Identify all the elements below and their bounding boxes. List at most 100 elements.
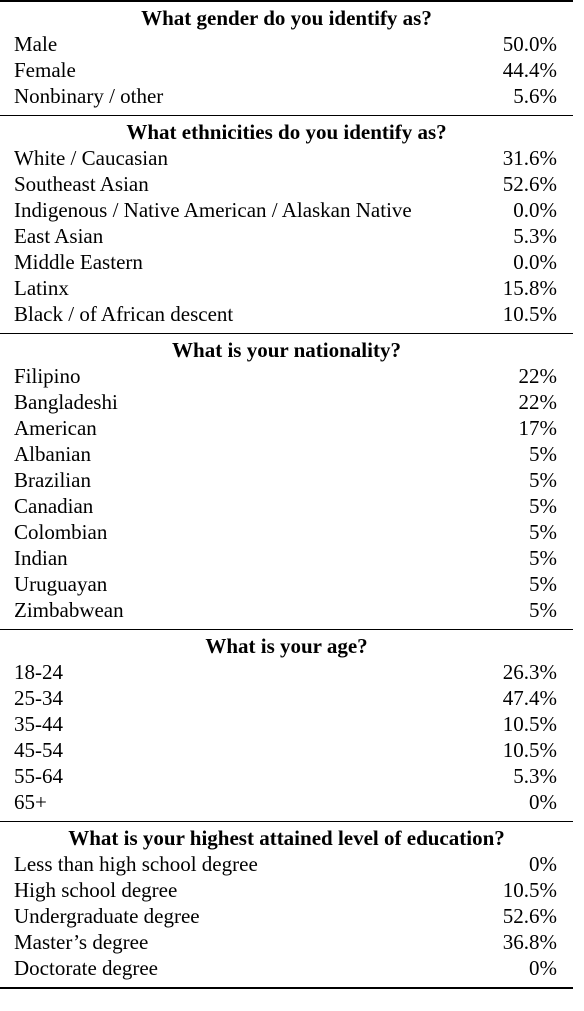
answer-label: Undergraduate degree: [14, 904, 200, 928]
answer-row: Less than high school degree 0%: [0, 851, 573, 877]
answer-label: Latinx: [14, 276, 69, 300]
answer-row: 25-34 47.4%: [0, 685, 573, 711]
answer-label: Black / of African descent: [14, 302, 234, 326]
answer-percentage: 26.3%: [502, 660, 557, 684]
answer-row: 55-64 5.3%: [0, 763, 573, 789]
answer-row: Filipino 22%: [0, 363, 573, 389]
answer-label: Canadian: [14, 494, 94, 518]
answer-percentage: 10.5%: [502, 878, 557, 902]
answer-percentage: 0%: [529, 852, 557, 876]
answer-row: Black / of African descent 10.5%: [0, 301, 573, 327]
answer-row: Bangladeshi 22%: [0, 389, 573, 415]
answer-row: White / Caucasian 31.6%: [0, 145, 573, 171]
answer-label: 65+: [14, 790, 47, 814]
answer-percentage: 5%: [529, 546, 557, 570]
answer-row: 18-24 26.3%: [0, 659, 573, 685]
answer-label: Indigenous / Native American / Alaskan N…: [14, 198, 412, 222]
answer-label: East Asian: [14, 224, 104, 248]
answer-percentage: 10.5%: [502, 302, 557, 326]
answer-label: Filipino: [14, 364, 81, 388]
answer-label: 25-34: [14, 686, 63, 710]
answer-label: Indian: [14, 546, 68, 570]
answer-row: Canadian 5%: [0, 493, 573, 519]
question-title: What gender do you identify as?: [141, 6, 432, 30]
answer-label: 18-24: [14, 660, 63, 684]
answer-label: High school degree: [14, 878, 178, 902]
answer-label: Nonbinary / other: [14, 84, 164, 108]
answer-percentage: 0.0%: [513, 198, 557, 222]
answer-percentage: 47.4%: [502, 686, 557, 710]
answer-label: Middle Eastern: [14, 250, 143, 274]
answer-row: 65+ 0%: [0, 789, 573, 815]
answer-percentage: 5%: [529, 572, 557, 596]
answer-percentage: 5.3%: [513, 764, 557, 788]
answer-percentage: 10.5%: [502, 712, 557, 736]
answer-percentage: 44.4%: [502, 58, 557, 82]
answer-percentage: 5%: [529, 494, 557, 518]
answer-percentage: 52.6%: [502, 904, 557, 928]
answer-row: Indian 5%: [0, 545, 573, 571]
answer-row: American 17%: [0, 415, 573, 441]
answer-label: 55-64: [14, 764, 63, 788]
question-title: What is your highest attained level of e…: [68, 826, 505, 850]
answer-label: Less than high school degree: [14, 852, 258, 876]
answer-row: High school degree 10.5%: [0, 877, 573, 903]
answer-label: Bangladeshi: [14, 390, 118, 414]
answer-label: Southeast Asian: [14, 172, 149, 196]
answer-label: Colombian: [14, 520, 108, 544]
answer-label: American: [14, 416, 97, 440]
answer-label: White / Caucasian: [14, 146, 168, 170]
answer-label: Doctorate degree: [14, 956, 158, 980]
question-section: What ethnicities do you identify as? Whit…: [0, 116, 573, 334]
answer-row: 45-54 10.5%: [0, 737, 573, 763]
answer-percentage: 5%: [529, 520, 557, 544]
answer-row: Indigenous / Native American / Alaskan N…: [0, 197, 573, 223]
answer-percentage: 0%: [529, 790, 557, 814]
question-section: What is your nationality? Filipino 22% Bang…: [0, 334, 573, 630]
question-title: What ethnicities do you identify as?: [126, 120, 447, 144]
answer-row: East Asian 5.3%: [0, 223, 573, 249]
answer-percentage: 0.0%: [513, 250, 557, 274]
answer-percentage: 22%: [518, 390, 558, 414]
answer-label: Male: [14, 32, 58, 56]
answer-percentage: 17%: [518, 416, 558, 440]
answer-percentage: 22%: [518, 364, 558, 388]
answer-row: Brazilian 5%: [0, 467, 573, 493]
answer-row: Middle Eastern 0.0%: [0, 249, 573, 275]
answer-percentage: 50.0%: [502, 32, 557, 56]
answer-row: Zimbabwean 5%: [0, 597, 573, 623]
answer-label: 35-44: [14, 712, 63, 736]
answer-label: Albanian: [14, 442, 91, 466]
answer-row: Doctorate degree 0%: [0, 955, 573, 981]
answer-percentage: 5.3%: [513, 224, 557, 248]
question-title: What is your nationality?: [172, 338, 401, 362]
answer-row: Albanian 5%: [0, 441, 573, 467]
answer-label: Female: [14, 58, 76, 82]
question-section: What gender do you identify as? Male 50.0%…: [0, 2, 573, 116]
question-section: What is your age? 18-24 26.3% 25-34 47.4% 35-…: [0, 630, 573, 822]
question-title: What is your age?: [205, 634, 368, 658]
answer-row: Female 44.4%: [0, 57, 573, 83]
answer-label: Zimbabwean: [14, 598, 124, 622]
answer-row: Male 50.0%: [0, 31, 573, 57]
answer-row: Southeast Asian 52.6%: [0, 171, 573, 197]
answer-percentage: 0%: [529, 956, 557, 980]
answer-row: 35-44 10.5%: [0, 711, 573, 737]
answer-percentage: 10.5%: [502, 738, 557, 762]
answer-percentage: 31.6%: [502, 146, 557, 170]
answer-row: Colombian 5%: [0, 519, 573, 545]
answer-percentage: 52.6%: [502, 172, 557, 196]
answer-percentage: 15.8%: [502, 276, 557, 300]
answer-row: Undergraduate degree 52.6%: [0, 903, 573, 929]
answer-percentage: 5%: [529, 598, 557, 622]
demographics-table: What gender do you identify as? Male 50.0%…: [0, 0, 573, 989]
answer-label: Brazilian: [14, 468, 91, 492]
answer-percentage: 5%: [529, 442, 557, 466]
answer-label: 45-54: [14, 738, 63, 762]
answer-percentage: 36.8%: [502, 930, 557, 954]
answer-row: Latinx 15.8%: [0, 275, 573, 301]
question-section: What is your highest attained level of e…: [0, 822, 573, 989]
answer-row: Nonbinary / other 5.6%: [0, 83, 573, 109]
answer-percentage: 5%: [529, 468, 557, 492]
answer-row: Uruguayan 5%: [0, 571, 573, 597]
